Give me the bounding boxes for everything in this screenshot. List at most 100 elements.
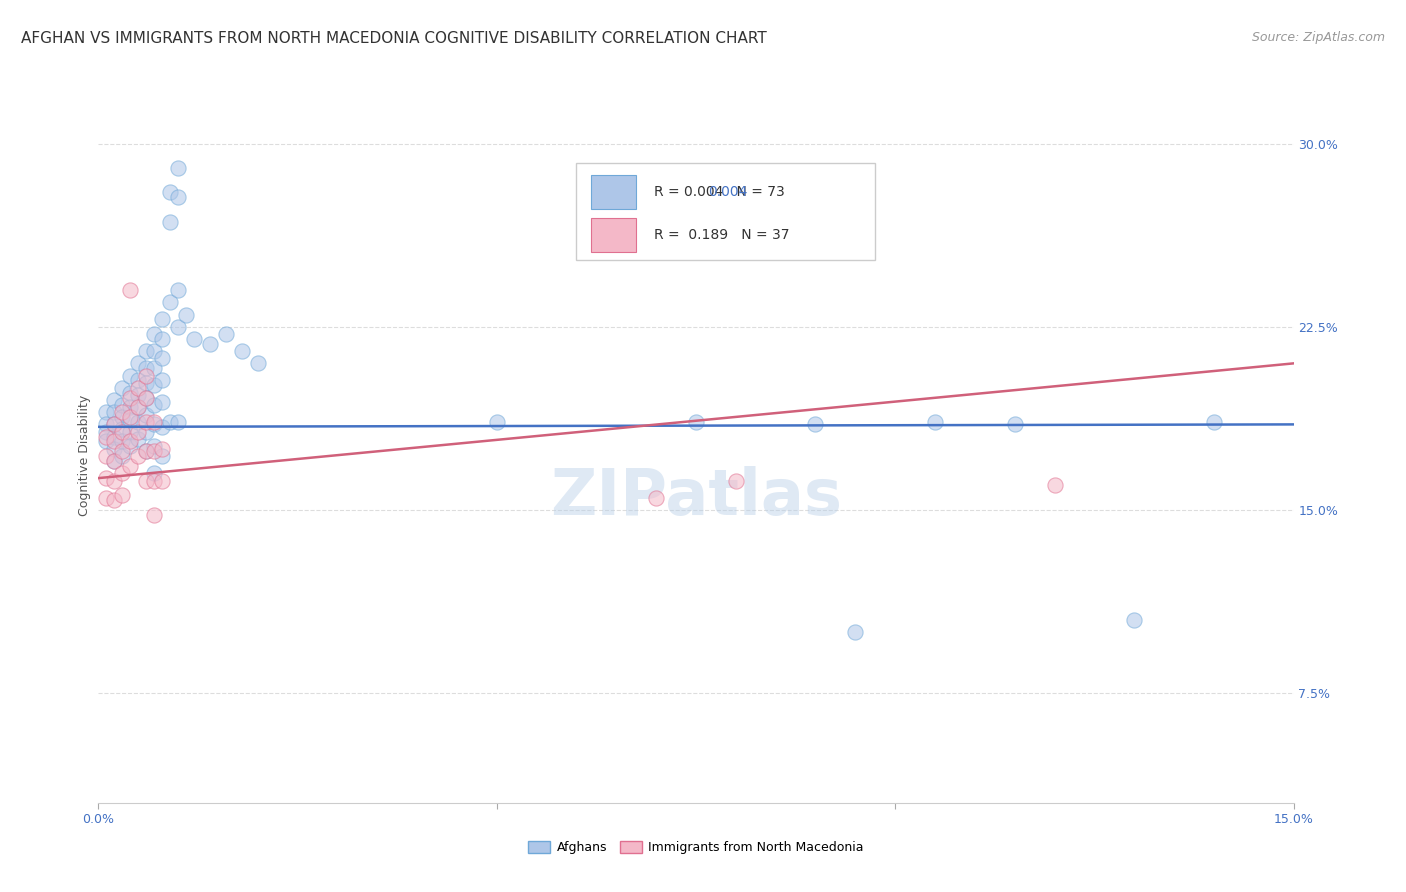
- Point: [127, 425, 149, 439]
- Text: R =  0.189   N = 37: R = 0.189 N = 37: [654, 228, 790, 242]
- Point: [150, 420, 173, 434]
- Point: [96, 405, 118, 419]
- Point: [150, 449, 173, 463]
- Point: [103, 442, 125, 456]
- Point: [150, 312, 173, 326]
- Point: [120, 385, 142, 400]
- Point: [924, 415, 946, 429]
- Point: [159, 215, 181, 229]
- Point: [96, 471, 118, 485]
- Point: [111, 434, 134, 449]
- Point: [174, 308, 197, 322]
- Point: [120, 439, 142, 453]
- Point: [120, 458, 142, 473]
- Point: [120, 401, 142, 415]
- Point: [103, 417, 125, 432]
- Point: [143, 361, 166, 376]
- Point: [150, 332, 173, 346]
- Point: [143, 508, 166, 522]
- Point: [246, 356, 269, 370]
- Point: [127, 356, 149, 370]
- Point: [96, 417, 118, 432]
- Legend: Afghans, Immigrants from North Macedonia: Afghans, Immigrants from North Macedonia: [523, 836, 869, 859]
- Point: [150, 442, 173, 456]
- Point: [150, 474, 173, 488]
- Point: [804, 417, 827, 432]
- Point: [120, 368, 142, 383]
- Point: [103, 429, 125, 443]
- Y-axis label: Cognitive Disability: Cognitive Disability: [79, 394, 91, 516]
- Point: [103, 434, 125, 449]
- Point: [135, 474, 157, 488]
- Point: [143, 398, 166, 412]
- Point: [143, 378, 166, 392]
- Point: [159, 295, 181, 310]
- Point: [127, 415, 149, 429]
- Point: [96, 491, 118, 505]
- Point: [111, 425, 134, 439]
- Point: [143, 444, 166, 458]
- Point: [150, 374, 173, 388]
- Point: [96, 425, 118, 439]
- Point: [103, 474, 125, 488]
- Point: [127, 432, 149, 446]
- Point: [127, 449, 149, 463]
- Point: [96, 449, 118, 463]
- Point: [215, 327, 238, 342]
- Text: 0.004: 0.004: [709, 185, 748, 199]
- Point: [127, 381, 149, 395]
- Point: [1202, 415, 1225, 429]
- Point: [135, 361, 157, 376]
- Point: [111, 444, 134, 458]
- Point: [167, 283, 190, 297]
- Point: [120, 425, 142, 439]
- Point: [96, 429, 118, 443]
- Point: [1043, 478, 1066, 492]
- Point: [485, 415, 508, 429]
- Point: [103, 493, 125, 508]
- Point: [143, 327, 166, 342]
- Point: [1004, 417, 1026, 432]
- Point: [120, 391, 142, 405]
- Point: [103, 454, 125, 468]
- Point: [135, 344, 157, 359]
- Point: [150, 351, 173, 366]
- Point: [167, 415, 190, 429]
- Point: [159, 186, 181, 200]
- Point: [685, 415, 707, 429]
- Point: [167, 190, 190, 204]
- Point: [111, 405, 134, 419]
- Point: [159, 415, 181, 429]
- Point: [135, 444, 157, 458]
- Point: [111, 410, 134, 425]
- FancyBboxPatch shape: [576, 162, 876, 260]
- Point: [198, 336, 221, 351]
- Text: R = 0.004   N = 73: R = 0.004 N = 73: [654, 185, 785, 199]
- Point: [724, 474, 747, 488]
- Point: [111, 381, 134, 395]
- Point: [111, 488, 134, 502]
- Point: [1123, 613, 1146, 627]
- FancyBboxPatch shape: [591, 219, 637, 252]
- Point: [135, 425, 157, 439]
- Text: AFGHAN VS IMMIGRANTS FROM NORTH MACEDONIA COGNITIVE DISABILITY CORRELATION CHART: AFGHAN VS IMMIGRANTS FROM NORTH MACEDONI…: [21, 31, 766, 46]
- Point: [120, 434, 142, 449]
- Point: [844, 624, 866, 639]
- Point: [183, 332, 205, 346]
- Point: [167, 319, 190, 334]
- Point: [127, 388, 149, 402]
- Point: [127, 374, 149, 388]
- Point: [150, 395, 173, 409]
- Point: [135, 391, 157, 405]
- Point: [103, 392, 125, 407]
- Point: [111, 422, 134, 436]
- Point: [135, 408, 157, 422]
- Text: Source: ZipAtlas.com: Source: ZipAtlas.com: [1251, 31, 1385, 45]
- Point: [120, 410, 142, 425]
- Point: [143, 439, 166, 453]
- Point: [135, 368, 157, 383]
- Point: [127, 401, 149, 415]
- Point: [135, 391, 157, 405]
- Point: [231, 344, 253, 359]
- Point: [167, 161, 190, 175]
